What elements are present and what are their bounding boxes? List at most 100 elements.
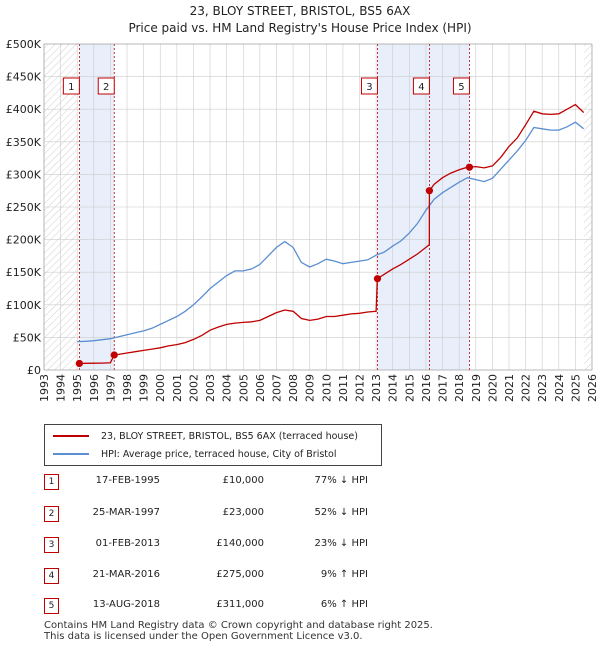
- x-tick-label: 2020: [486, 374, 499, 402]
- x-tick-label: 2010: [320, 374, 333, 402]
- x-tick-label: 2001: [171, 374, 184, 402]
- x-tick-label: 2016: [420, 374, 433, 402]
- x-tick-label: 2012: [354, 374, 367, 402]
- sale-hpi-diff: 52% ↓ HPI: [314, 507, 368, 518]
- x-tick-label: 2011: [337, 374, 350, 402]
- sale-label-text: 4: [418, 82, 424, 93]
- sale-label-box: [62, 77, 80, 95]
- sale-label-text: 5: [458, 82, 464, 93]
- footer-line1: Contains HM Land Registry data © Crown c…: [44, 620, 433, 631]
- legend-label-hpi: HPI: Average price, terraced house, City…: [101, 448, 337, 460]
- chart-title-line1: 23, BLOY STREET, BRISTOL, BS5 6AX: [189, 4, 411, 18]
- x-tick-label: 2019: [470, 374, 483, 402]
- x-tick-label: 2017: [437, 374, 450, 402]
- sale-row: 2 25-MAR-1997 £23,000 52% ↓ HPI: [44, 506, 374, 522]
- sale-row: 5 13-AUG-2018 £311,000 6% ↑ HPI: [44, 598, 374, 614]
- x-tick-label: 2000: [154, 374, 167, 402]
- y-tick-label: £100K: [6, 299, 42, 312]
- x-tick-label: 2007: [270, 374, 283, 402]
- x-tick-label: 2013: [370, 374, 383, 402]
- sale-number-badge: 2: [44, 506, 59, 522]
- footer: Contains HM Land Registry data © Crown c…: [44, 620, 433, 642]
- sale-label-text: 1: [68, 82, 74, 93]
- x-tick-label: 2023: [536, 374, 549, 402]
- sale-point: [465, 163, 474, 171]
- y-tick-label: £450K: [6, 71, 42, 84]
- x-tick-label: 2004: [221, 374, 234, 402]
- y-tick-label: £250K: [6, 201, 42, 214]
- x-tick-label: 2015: [403, 374, 416, 402]
- legend-swatch-price: [53, 435, 89, 437]
- sale-price: £311,000: [216, 599, 264, 610]
- footer-line2: This data is licensed under the Open Gov…: [44, 631, 363, 642]
- x-tick-label: 1995: [71, 374, 84, 402]
- sale-number-badge: 1: [44, 474, 59, 490]
- legend-item-price: 23, BLOY STREET, BRISTOL, BS5 6AX (terra…: [53, 428, 358, 444]
- chart-title-line2: Price paid vs. HM Land Registry's House …: [128, 21, 472, 35]
- sale-label-box: [360, 77, 378, 95]
- sale-row: 3 01-FEB-2013 £140,000 23% ↓ HPI: [44, 537, 374, 553]
- legend-swatch-hpi: [53, 453, 89, 455]
- sale-point: [425, 187, 434, 195]
- sale-hpi-diff: 77% ↓ HPI: [314, 475, 368, 486]
- x-tick-label: 2024: [553, 374, 566, 402]
- y-tick-label: £400K: [6, 103, 42, 116]
- sale-label-box: [412, 77, 430, 95]
- sale-price: £10,000: [222, 475, 264, 486]
- x-tick-label: 1994: [55, 374, 68, 402]
- plot-frame: [43, 43, 593, 371]
- sale-price: £275,000: [216, 569, 264, 580]
- sale-date: 17-FEB-1995: [95, 475, 160, 486]
- price-series-line: [77, 103, 585, 365]
- sale-point: [373, 275, 382, 283]
- x-tick-label: 1998: [121, 374, 134, 402]
- x-tick-label: 2005: [237, 374, 250, 402]
- y-tick-label: £500K: [6, 38, 42, 51]
- x-tick-label: 2021: [503, 374, 516, 402]
- y-tick-label: £350K: [6, 136, 42, 149]
- x-tick-label: 2006: [254, 374, 267, 402]
- sale-hpi-diff: 9% ↑ HPI: [320, 569, 368, 580]
- y-tick-label: £150K: [6, 266, 42, 279]
- sale-date: 13-AUG-2018: [92, 599, 160, 610]
- x-tick-label: 2002: [187, 374, 200, 402]
- sale-price: £23,000: [222, 507, 264, 518]
- sale-number-badge: 5: [44, 598, 59, 614]
- y-tick-label: £300K: [6, 168, 42, 181]
- sale-label-text: 3: [366, 82, 372, 93]
- legend-label-price: 23, BLOY STREET, BRISTOL, BS5 6AX (terra…: [101, 430, 358, 442]
- sale-label-box: [97, 77, 115, 95]
- x-tick-label: 2014: [387, 374, 400, 402]
- sale-number-badge: 3: [44, 537, 59, 553]
- x-tick-label: 1996: [88, 374, 101, 402]
- legend-item-hpi: HPI: Average price, terraced house, City…: [53, 446, 336, 462]
- sale-price: £140,000: [216, 538, 264, 549]
- sale-row: 4 21-MAR-2016 £275,000 9% ↑ HPI: [44, 568, 374, 584]
- x-tick-label: 1997: [104, 374, 117, 402]
- sale-hpi-diff: 23% ↓ HPI: [314, 538, 368, 549]
- price-chart: 1 2 3 4 5 £0 £50K £100K £150K £200K £250K £300K £35…: [6, 38, 599, 402]
- x-tick-label: 1993: [38, 374, 51, 402]
- hpi-series-line: [77, 121, 585, 343]
- sale-date: 01-FEB-2013: [95, 538, 160, 549]
- sale-label-text: 2: [103, 82, 109, 93]
- sale-row: 1 17-FEB-1995 £10,000 77% ↓ HPI: [44, 474, 374, 490]
- x-tick-label: 1999: [138, 374, 151, 402]
- x-tick-label: 2003: [204, 374, 217, 402]
- x-tick-label: 2009: [304, 374, 317, 402]
- y-tick-label: £0: [27, 364, 41, 377]
- x-tick-label: 2022: [520, 374, 533, 402]
- x-tick-label: 2025: [569, 374, 582, 402]
- chart-title: 23, BLOY STREET, BRISTOL, BS5 6AX Price …: [0, 3, 600, 37]
- y-tick-label: £200K: [6, 234, 42, 247]
- legend: 23, BLOY STREET, BRISTOL, BS5 6AX (terra…: [44, 424, 382, 466]
- sale-number-badge: 4: [44, 568, 59, 584]
- y-tick-label: £50K: [13, 331, 42, 344]
- x-tick-label: 2008: [287, 374, 300, 402]
- x-tick-label: 2018: [453, 374, 466, 402]
- x-tick-label: 2026: [586, 374, 599, 402]
- sale-point: [75, 359, 83, 368]
- sale-label-box: [452, 77, 470, 95]
- sale-hpi-diff: 6% ↑ HPI: [320, 599, 368, 610]
- sale-date: 21-MAR-2016: [92, 569, 160, 580]
